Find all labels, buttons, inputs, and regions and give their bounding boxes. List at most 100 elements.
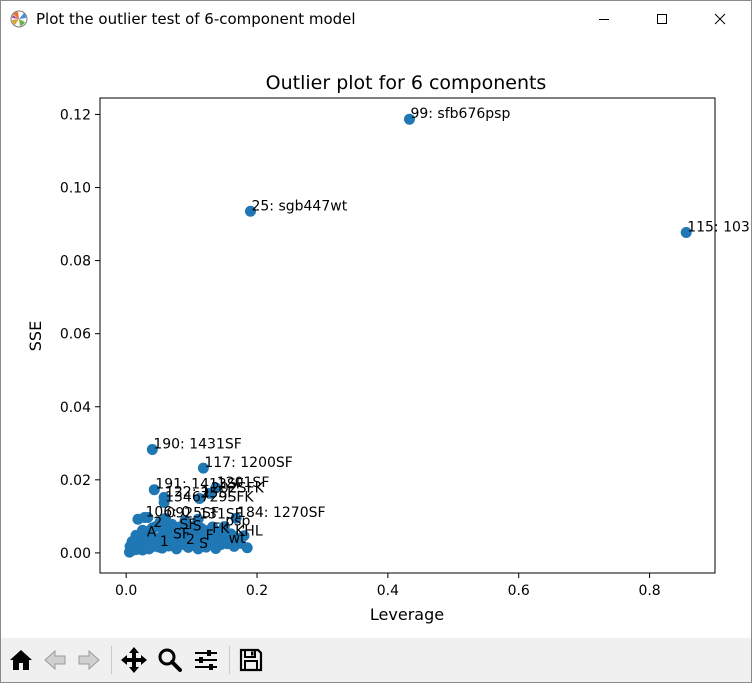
data-point: [158, 496, 170, 508]
y-tick-label: 0.12: [60, 107, 91, 123]
close-button[interactable]: [691, 1, 749, 37]
point-label: 190: 1431SF: [153, 437, 241, 453]
data-point: [230, 512, 242, 524]
point-label: 106: 0: [145, 504, 190, 520]
data-point: [241, 542, 253, 554]
point-label: 1201SF: [217, 475, 270, 491]
save-button[interactable]: [235, 644, 267, 676]
point-label: 2: [186, 532, 195, 548]
configure-subplots-button[interactable]: [190, 644, 222, 676]
home-icon: [10, 650, 32, 670]
back-button[interactable]: [39, 644, 71, 676]
data-point: [238, 530, 250, 542]
data-point: [179, 539, 191, 551]
y-tick-label: 0.08: [60, 254, 91, 270]
pan-button[interactable]: [118, 644, 150, 676]
data-point: [124, 540, 136, 552]
data-point: [197, 462, 209, 474]
matplotlib-logo-icon: [10, 10, 28, 28]
point-label: KHL: [235, 523, 263, 539]
data-point: [138, 511, 150, 523]
data-point: [205, 528, 217, 540]
x-axis-label: Leverage: [370, 605, 444, 624]
zoom-button[interactable]: [154, 644, 186, 676]
window-title: Plot the outlier test of 6-component mod…: [36, 10, 356, 28]
scatter-points: [123, 113, 692, 558]
data-point: [179, 515, 191, 527]
data-point: [403, 113, 415, 125]
point-label: S: [199, 536, 208, 552]
close-icon: [714, 13, 726, 25]
point-label: SF: [173, 526, 190, 542]
point-label: 2: [153, 515, 162, 531]
point-label: F: [206, 528, 214, 544]
data-point: [146, 444, 158, 455]
data-point: [244, 205, 256, 217]
data-point: [680, 226, 692, 238]
point-label: 1346729SFK: [165, 489, 254, 505]
forward-button[interactable]: [73, 644, 105, 676]
point-label: 131SF: [199, 506, 243, 522]
maximize-button[interactable]: [633, 1, 691, 37]
y-tick-label: 0.04: [60, 400, 91, 416]
data-point: [222, 538, 234, 550]
data-point: [146, 522, 158, 534]
point-label: FK: [212, 521, 230, 537]
x-tick-label: 0.0: [115, 583, 137, 599]
point-label: 117: 1200SF: [204, 455, 292, 471]
y-tick-label: 0.02: [60, 473, 91, 489]
point-label: 1: [160, 534, 169, 550]
point-label: 184: 1270SF: [237, 505, 325, 521]
point-label: S: [193, 519, 202, 535]
x-tick-label: 0.4: [377, 583, 399, 599]
data-point: [148, 484, 160, 496]
y-axis: 0.00 0.02 0.04 0.06 0.08 0.10 0.12: [60, 107, 100, 562]
data-point: [173, 524, 185, 536]
data-point: [192, 543, 204, 555]
x-tick-label: 0.8: [638, 583, 660, 599]
figure-canvas[interactable]: Outlier plot for 6 components 0.00 0.02 0.…: [1, 37, 751, 637]
y-axis-label: SSE: [26, 321, 45, 351]
point-label: psp: [225, 514, 250, 530]
toolbar-separator: [111, 646, 112, 674]
home-button[interactable]: [5, 644, 37, 676]
maximize-icon: [657, 14, 667, 24]
y-tick-label: 0.10: [60, 181, 91, 197]
minimize-icon: [599, 19, 609, 20]
data-point: [193, 492, 205, 504]
x-tick-label: 0.2: [246, 583, 268, 599]
pan-icon: [121, 647, 147, 673]
point-label: 115: 103: [687, 219, 750, 235]
x-tick-label: 0.6: [508, 583, 530, 599]
point-label: 99: sfb676psp: [410, 106, 510, 122]
point-label: 25: sgb447wt: [251, 198, 347, 214]
point-label: 122: 1: [165, 484, 210, 500]
data-point: [153, 541, 165, 553]
data-point: [218, 521, 230, 533]
data-point: [166, 533, 178, 545]
axes-frame: [99, 97, 716, 574]
point-label: wt: [229, 531, 246, 547]
data-point: [140, 532, 152, 544]
outlier-scatter-chart: Outlier plot for 6 components 0.000.020.…: [26, 72, 750, 624]
data-point: [204, 487, 216, 499]
zoom-icon: [158, 648, 182, 672]
back-icon: [44, 649, 66, 671]
point-label: SF: [180, 517, 197, 533]
title-bar[interactable]: Plot the outlier test of 6-component mod…: [1, 1, 751, 37]
point-label: 25SF: [200, 485, 235, 501]
configure-subplots-icon: [195, 650, 217, 670]
data-point: [228, 530, 240, 542]
data-point: [199, 535, 211, 547]
minimize-button[interactable]: [575, 1, 633, 37]
save-icon: [239, 648, 263, 672]
y-tick-label: 0.06: [60, 327, 91, 343]
point-labels: 99: sfb676psp 25: sgb447wt 115: 103 190: 14…: [145, 106, 749, 552]
point-label: 202SFK: [211, 480, 265, 496]
data-point: [159, 513, 171, 525]
toolbar-separator: [229, 646, 230, 674]
x-axis: 0.0 0.2 0.4 0.6 0.8: [115, 573, 661, 599]
data-point: [192, 513, 204, 525]
y-tick-label: 0.00: [60, 546, 91, 562]
